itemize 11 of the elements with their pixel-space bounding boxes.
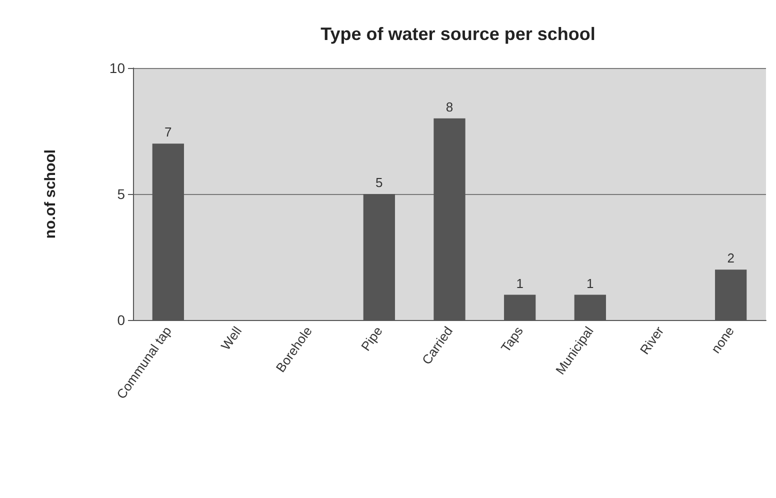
data-label: 7 [164, 124, 172, 140]
data-label: 8 [446, 99, 454, 114]
data-label: 5 [376, 175, 383, 190]
data-label: 1 [586, 276, 594, 291]
chart-title: Type of water source per school [320, 24, 596, 44]
y-tick-label: 5 [117, 186, 126, 202]
y-tick-label: 0 [117, 312, 126, 328]
data-label: 1 [516, 276, 524, 291]
y-axis-title: no.of school [42, 149, 59, 239]
data-label: 2 [727, 250, 734, 266]
y-tick-label: 10 [109, 60, 126, 76]
